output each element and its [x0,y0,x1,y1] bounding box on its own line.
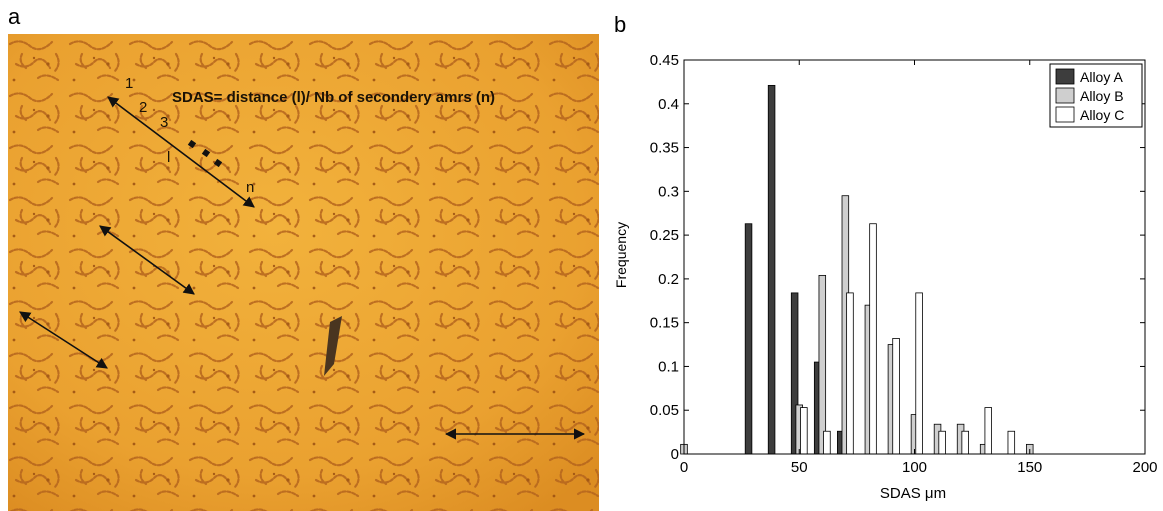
bar-alloy-c [869,223,877,455]
x-tick-label: 50 [791,459,808,476]
bar-alloy-c [823,430,831,455]
x-tick-label: 100 [902,459,927,476]
arm-label-3: 3 [160,114,168,131]
panel-a-label: a [8,4,21,29]
arm-label-2: 2 [139,99,147,116]
frequency-chart: 0 50 100 150 200 0 0.05 0.1 0.15 0.2 0.25 0.3 0.35 0.… [613,52,1158,502]
ellipsis-dot [213,158,223,168]
bar-alloy-c [846,292,854,455]
bar-alloy-a [767,84,776,455]
inclusion-particle [324,316,342,376]
bar-alloy-c [892,338,900,455]
y-axis-label: Frequency [613,222,629,288]
legend-label-alloy-c: Alloy C [1080,107,1124,123]
measurement-arrow-main [107,96,255,208]
y-tick-label: 0.15 [650,315,679,332]
legend-label-alloy-a: Alloy A [1080,69,1123,85]
legend-swatch [1055,68,1075,85]
y-tick-label: 0.3 [658,183,679,200]
y-tick-label: 0.25 [650,227,679,244]
arm-label-n: n [246,179,254,196]
y-tick-label: 0 [671,446,679,463]
legend-swatch [1055,87,1075,104]
panel-b-label: b [614,12,627,37]
x-tick-label: 150 [1017,459,1042,476]
y-tick-label: 0.2 [658,271,679,288]
axes-group: 0 50 100 150 200 0 0.05 0.1 0.15 0.2 0.25 0.3 0.35 0.… [650,52,1158,476]
measurement-arrow-3 [19,311,108,369]
measurement-arrow-2 [99,225,195,295]
bar-alloy-c [915,292,923,455]
legend-swatch [1055,106,1075,123]
arm-label-l: l [167,149,170,166]
y-tick-label: 0.1 [658,358,679,375]
ellipsis-dot [187,139,197,149]
x-tick-label: 200 [1132,459,1157,476]
arm-label-1: 1 [125,75,133,92]
bar-alloy-c [800,407,808,455]
legend: Alloy A Alloy B Alloy C [1049,63,1143,128]
sdas-formula-annotation: SDAS= distance (l)/ Nb of secondery amrs… [172,89,495,106]
x-axis-label: SDAS μm [880,485,946,502]
bar-alloy-c [984,407,993,455]
bar-alloy-c [961,430,969,455]
micrograph-image: 1 2 3 l n SDAS= distance (l)/ Nb of seco… [8,34,599,511]
y-tick-label: 0.4 [658,96,679,113]
y-tick-label: 0.05 [650,402,679,419]
bar-alloy-a [744,223,753,455]
y-tick-label: 0.35 [650,140,679,157]
bar-alloy-b [818,274,827,455]
x-tick-label: 0 [680,459,688,476]
y-tick-label: 0.45 [650,52,679,69]
bar-alloy-c [938,430,946,455]
bar-alloy-c [1007,430,1016,455]
ellipsis-dot [201,148,211,158]
legend-label-alloy-b: Alloy B [1080,88,1124,104]
